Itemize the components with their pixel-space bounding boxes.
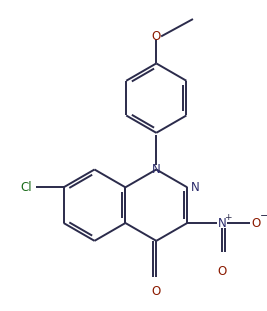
Text: O: O (251, 216, 260, 230)
Text: +: + (224, 213, 231, 222)
Text: Cl: Cl (20, 181, 32, 194)
Text: −: − (260, 211, 267, 221)
Text: N: N (218, 216, 226, 230)
Text: O: O (217, 266, 227, 278)
Text: O: O (152, 285, 161, 298)
Text: N: N (152, 163, 161, 176)
Text: O: O (152, 30, 161, 43)
Text: N: N (191, 181, 200, 194)
